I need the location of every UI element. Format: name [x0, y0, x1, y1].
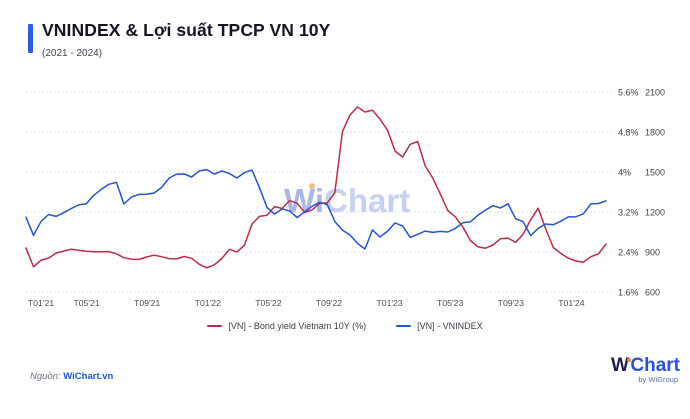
x-axis-tick: T01'24 [558, 298, 584, 308]
pct-axis-tick: 1.6% [618, 288, 639, 298]
legend-item-vnindex[interactable]: [VN] - VNINDEX [396, 321, 483, 331]
pct-axis-tick: 4.8% [618, 128, 639, 138]
gridlines [26, 91, 612, 293]
x-axis-tick: T01'22 [195, 298, 221, 308]
x-axis-tick: T09'21 [134, 298, 160, 308]
wichart-logo: WChart by WiGroup [588, 356, 680, 385]
wichart-logo-text: WChart [588, 356, 680, 376]
legend: [VN] - Bond yield Vietnam 10Y (%) [VN] -… [0, 321, 690, 331]
right-axis-labels: 5.6% 2100 4.8% 1800 4% 1500 3.2% 1200 2.4% 900 1.6… [618, 88, 665, 298]
x-axis-labels: T01'21 T05'21 T09'21 T01'22 T05'22 T09'22 T01'… [28, 298, 585, 308]
source-prefix: Nguồn: [30, 371, 61, 382]
legend-swatch-vnindex [396, 325, 412, 327]
logo-i-dot-icon [626, 357, 632, 362]
x-axis-tick: T09'22 [316, 298, 342, 308]
x-axis-tick: T01'23 [376, 298, 402, 308]
logo-chart: Chart [630, 355, 680, 376]
x-axis-tick: T01'21 [28, 298, 54, 308]
legend-item-bond-yield[interactable]: [VN] - Bond yield Vietnam 10Y (%) [207, 321, 366, 331]
x-axis-tick: T05'23 [437, 298, 463, 308]
index-axis-tick: 1500 [645, 168, 665, 178]
x-axis-tick: T05'22 [255, 298, 281, 308]
source-link[interactable]: WiChart.vn [63, 371, 114, 382]
pct-axis-tick: 5.6% [618, 88, 639, 98]
logo-w: W [610, 355, 629, 376]
legend-swatch-bond-yield [207, 325, 223, 327]
pct-axis-tick: 4% [618, 168, 631, 178]
legend-label-bond-yield: [VN] - Bond yield Vietnam 10Y (%) [228, 321, 367, 331]
chart-plot-area[interactable]: 5.6% 2100 4.8% 1800 4% 1500 3.2% 1200 2.4% 900 1.6… [0, 80, 690, 315]
x-axis-tick: T05'21 [73, 298, 99, 308]
source-line: Nguồn: WiChart.vn [30, 371, 113, 382]
x-axis-tick: T09'23 [498, 298, 524, 308]
index-axis-tick: 2100 [645, 88, 665, 98]
title-accent-bar [28, 24, 33, 53]
pct-axis-tick: 3.2% [618, 208, 639, 218]
chart-title: VNINDEX & Lợi suất TPCP VN 10Y [42, 20, 331, 40]
index-axis-tick: 600 [645, 288, 660, 298]
legend-label-vnindex: [VN] - VNINDEX [417, 321, 483, 331]
index-axis-tick: 1800 [645, 128, 665, 138]
watermark-dot-icon [309, 183, 315, 189]
chart-subtitle: (2021 - 2024) [42, 48, 103, 59]
index-axis-tick: 900 [645, 248, 660, 258]
series-line-bond-yield[interactable] [25, 106, 607, 269]
series-line-vnindex[interactable] [25, 168, 607, 250]
logo-byline: by WiGroup [638, 375, 678, 384]
index-axis-tick: 1200 [645, 208, 665, 218]
pct-axis-tick: 2.4% [618, 248, 639, 258]
